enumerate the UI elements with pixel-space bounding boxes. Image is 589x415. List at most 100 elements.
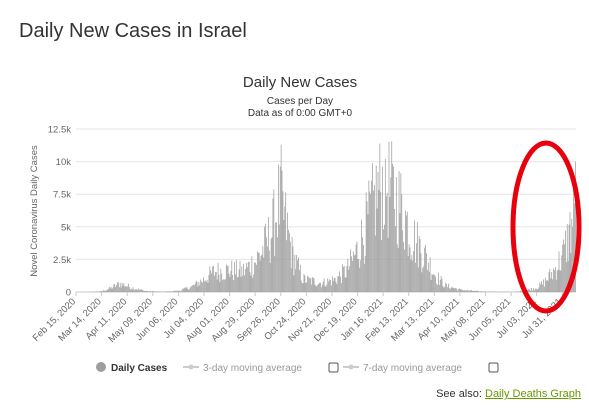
bar xyxy=(144,290,146,292)
bar xyxy=(567,260,569,292)
bar xyxy=(422,267,424,292)
bar xyxy=(557,269,559,292)
bar xyxy=(288,229,289,292)
bar xyxy=(267,217,269,292)
bar xyxy=(448,283,449,292)
bar xyxy=(354,254,356,292)
bar xyxy=(432,274,434,292)
bar xyxy=(297,260,298,292)
bar xyxy=(122,285,124,292)
bar xyxy=(217,262,219,292)
bar xyxy=(545,280,547,292)
bar xyxy=(329,279,330,292)
bar xyxy=(133,290,135,292)
bar xyxy=(177,290,179,292)
bar xyxy=(171,291,173,292)
bar xyxy=(376,208,378,292)
bar xyxy=(447,287,448,292)
bar xyxy=(227,265,229,292)
bar xyxy=(212,266,213,292)
grid-layer xyxy=(76,128,576,293)
bar xyxy=(203,277,204,292)
bar xyxy=(207,282,209,292)
bar xyxy=(203,281,205,292)
bar xyxy=(296,254,298,292)
bar xyxy=(438,285,440,292)
bar xyxy=(223,279,224,292)
bar xyxy=(477,290,479,292)
bar xyxy=(300,280,302,292)
bar xyxy=(460,288,462,292)
bar xyxy=(105,290,106,292)
bar xyxy=(492,291,494,292)
bar xyxy=(478,290,479,292)
bar xyxy=(278,224,280,292)
bar xyxy=(403,242,404,292)
bar xyxy=(360,260,362,292)
bar xyxy=(539,282,541,292)
bar xyxy=(384,224,385,292)
bar xyxy=(364,255,366,292)
bar xyxy=(351,256,352,292)
bar xyxy=(377,171,379,292)
bar xyxy=(291,237,293,292)
bar xyxy=(341,264,343,292)
bar xyxy=(149,291,150,292)
bar xyxy=(208,275,210,292)
bar xyxy=(326,284,328,292)
bar xyxy=(340,276,341,292)
bar xyxy=(274,256,276,292)
bar xyxy=(446,284,447,292)
bar xyxy=(355,244,357,292)
bar xyxy=(255,262,256,292)
bar xyxy=(418,236,420,292)
bar xyxy=(235,274,236,292)
bar xyxy=(263,257,265,292)
bar xyxy=(102,290,104,292)
bar xyxy=(467,289,468,292)
daily-deaths-graph-link[interactable]: Daily Deaths Graph xyxy=(485,388,581,400)
bar xyxy=(553,268,554,292)
bar xyxy=(197,286,199,292)
bar xyxy=(178,290,180,292)
bar xyxy=(179,290,181,292)
bar xyxy=(126,286,128,292)
bar xyxy=(378,189,380,292)
bar xyxy=(456,288,458,292)
bar xyxy=(248,261,250,292)
bar xyxy=(382,166,383,292)
bar xyxy=(106,290,107,292)
bar xyxy=(176,291,178,292)
bar xyxy=(320,287,322,292)
bar xyxy=(552,279,553,292)
bar xyxy=(373,185,375,292)
bar xyxy=(463,290,465,292)
bar xyxy=(193,285,195,292)
bar xyxy=(107,288,109,292)
bar xyxy=(521,291,522,292)
bar xyxy=(423,266,425,292)
legend-item-daily-cases[interactable]: Daily Cases xyxy=(96,362,168,374)
legend-checkbox-3-day[interactable] xyxy=(328,362,339,373)
bar xyxy=(265,223,266,292)
bar xyxy=(457,290,458,292)
bar xyxy=(276,222,277,292)
bar xyxy=(284,206,286,292)
bars-layer xyxy=(78,141,576,292)
see-also-label: See also: xyxy=(436,388,482,400)
bar xyxy=(352,260,353,292)
bar xyxy=(420,253,422,292)
bar xyxy=(353,255,355,292)
bar xyxy=(384,158,386,292)
bar xyxy=(537,288,539,292)
legend-item-3-day-average[interactable]: 3-day moving average xyxy=(183,363,302,374)
bar xyxy=(275,222,277,292)
legend-checkbox-7-day[interactable] xyxy=(488,362,499,373)
bar xyxy=(259,260,261,292)
bar xyxy=(517,291,519,292)
bar xyxy=(303,273,305,292)
bar xyxy=(304,275,306,292)
bar xyxy=(243,263,245,292)
legend-item-7-day-average[interactable]: 7-day moving average xyxy=(343,363,462,374)
bar xyxy=(465,290,467,292)
